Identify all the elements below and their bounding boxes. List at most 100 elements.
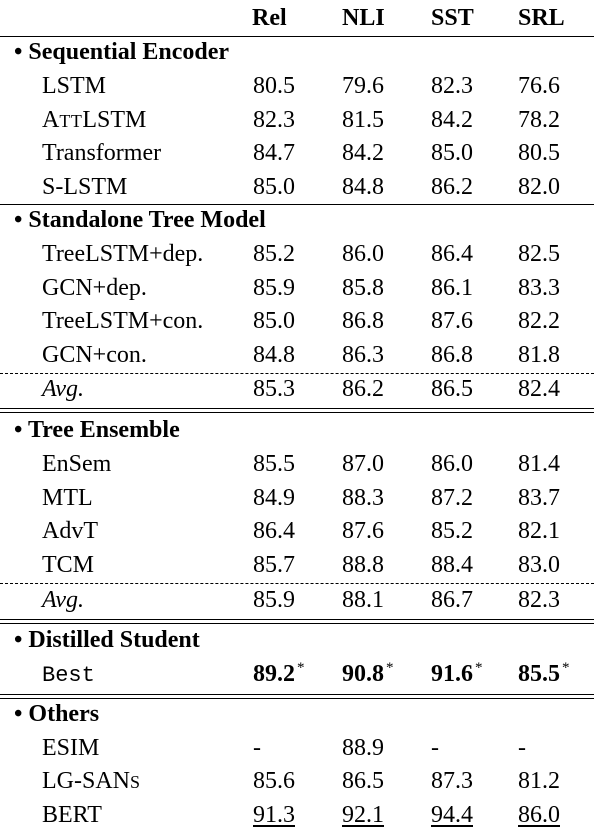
best-value: 85.5 *	[518, 660, 570, 687]
cell-value: 86.1	[431, 275, 473, 301]
row-label: LSTM	[42, 73, 107, 99]
cell-value: 81.2	[518, 768, 560, 794]
cell-value: 83.0	[518, 552, 560, 578]
significance-mark: *	[297, 660, 305, 676]
avg-value: 82.4	[518, 376, 560, 402]
cell-value: 84.8	[253, 342, 295, 368]
row-label: GCN+dep.	[42, 275, 147, 301]
row-label: MTL	[42, 485, 93, 511]
cell-value: 85.0	[253, 308, 295, 334]
cell-value: 85.0	[431, 140, 473, 166]
avg-dashed-rule	[0, 583, 594, 584]
row-label: AdvT	[42, 518, 98, 544]
cell-value: 86.0	[431, 451, 473, 477]
row-label: LG-SANS	[42, 768, 141, 794]
double-rule-top	[0, 694, 594, 695]
col-header-sst: SST	[431, 5, 474, 31]
avg-value: 88.1	[342, 587, 384, 613]
cell-value: 86.5	[342, 768, 384, 794]
cell-value: 88.3	[342, 485, 384, 511]
cell-value: 88.9	[342, 735, 384, 761]
cell-value: 79.6	[342, 73, 384, 99]
underlined-value: 86.0	[518, 802, 560, 828]
row-label: S-LSTM	[42, 174, 128, 200]
avg-dashed-rule	[0, 373, 594, 374]
row-label: EnSem	[42, 451, 112, 477]
significance-mark: *	[475, 660, 483, 676]
significance-mark: *	[386, 660, 394, 676]
cell-value: 76.6	[518, 73, 560, 99]
cell-value: 82.1	[518, 518, 560, 544]
row-label: ESIM	[42, 735, 100, 761]
cell-value: 82.3	[253, 107, 295, 133]
cell-value: 85.2	[431, 518, 473, 544]
cell-value: 81.8	[518, 342, 560, 368]
cell-value: 86.0	[342, 241, 384, 267]
cell-value: 87.0	[342, 451, 384, 477]
cell-value: 85.9	[253, 275, 295, 301]
col-header-rel: Rel	[252, 5, 287, 31]
cell-value: 85.8	[342, 275, 384, 301]
cell-value: 78.2	[518, 107, 560, 133]
cell-value: 86.3	[342, 342, 384, 368]
cell-value: 87.3	[431, 768, 473, 794]
col-header-srl: SRL	[518, 5, 565, 31]
cell-value: 82.5	[518, 241, 560, 267]
best-value: 89.2 *	[253, 660, 305, 687]
cell-value: 84.7	[253, 140, 295, 166]
cell-value: 87.2	[431, 485, 473, 511]
avg-label: Avg.	[42, 376, 84, 402]
row-label: TreeLSTM+dep.	[42, 241, 204, 267]
row-label: Transformer	[42, 140, 162, 166]
cell-value: 86.4	[253, 518, 295, 544]
cell-value: 86.8	[342, 308, 384, 334]
significance-mark: *	[562, 660, 570, 676]
cell-value: 85.7	[253, 552, 295, 578]
cell-value: 83.7	[518, 485, 560, 511]
section-title: • Others	[14, 701, 100, 727]
avg-value: 86.7	[431, 587, 473, 613]
cell-value: 88.8	[342, 552, 384, 578]
underlined-value: 94.4	[431, 802, 473, 828]
cell-value: 84.9	[253, 485, 295, 511]
double-rule-bottom	[0, 698, 594, 699]
cell-value: 80.5	[253, 73, 295, 99]
avg-label: Avg.	[42, 587, 84, 613]
avg-value: 85.3	[253, 376, 295, 402]
underlined-value: 92.1	[342, 802, 384, 828]
header-rule	[0, 36, 594, 37]
section-title: • Distilled Student	[14, 627, 200, 653]
cell-value: 85.2	[253, 241, 295, 267]
cell-value: 85.0	[253, 174, 295, 200]
cell-value: 84.2	[431, 107, 473, 133]
cell-value: 87.6	[431, 308, 473, 334]
cell-value: -	[431, 735, 439, 761]
section-title: • Tree Ensemble	[14, 417, 180, 443]
cell-value: 81.5	[342, 107, 384, 133]
avg-value: 86.5	[431, 376, 473, 402]
avg-value: 86.2	[342, 376, 384, 402]
best-value: 91.6 *	[431, 660, 483, 687]
cell-value: -	[518, 735, 526, 761]
cell-value: 82.2	[518, 308, 560, 334]
section-title: • Standalone Tree Model	[14, 207, 266, 233]
cell-value: 80.5	[518, 140, 560, 166]
cell-value: 82.0	[518, 174, 560, 200]
double-rule-bottom	[0, 412, 594, 413]
row-label: TreeLSTM+con.	[42, 308, 204, 334]
cell-value: 87.6	[342, 518, 384, 544]
row-label: Best	[42, 663, 95, 688]
cell-value: 86.4	[431, 241, 473, 267]
underlined-value: 91.3	[253, 802, 295, 828]
section-title: • Sequential Encoder	[14, 39, 230, 65]
row-label: GCN+con.	[42, 342, 147, 368]
cell-value: 86.2	[431, 174, 473, 200]
cell-value: 83.3	[518, 275, 560, 301]
double-rule-top	[0, 619, 594, 620]
cell-value: 84.2	[342, 140, 384, 166]
cell-value: 85.5	[253, 451, 295, 477]
cell-value: 85.6	[253, 768, 295, 794]
section-rule	[0, 204, 594, 205]
best-value: 90.8 *	[342, 660, 394, 687]
